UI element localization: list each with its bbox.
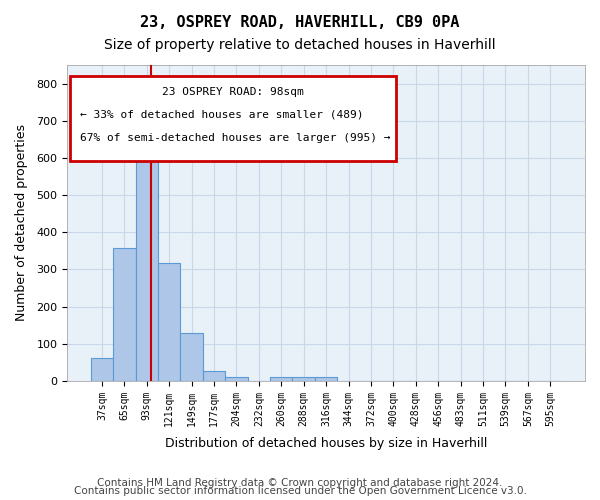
Text: 67% of semi-detached houses are larger (995) →: 67% of semi-detached houses are larger (… [80, 133, 391, 143]
Bar [181, 334, 203, 381]
Bar [91, 358, 113, 381]
Text: Contains HM Land Registry data © Crown copyright and database right 2024.: Contains HM Land Registry data © Crown c… [97, 478, 503, 488]
Text: 23, OSPREY ROAD, HAVERHILL, CB9 0PA: 23, OSPREY ROAD, HAVERHILL, CB9 0PA [140, 15, 460, 30]
Text: Contains public sector information licensed under the Open Government Licence v3: Contains public sector information licen… [74, 486, 526, 496]
Text: Size of property relative to detached houses in Haverhill: Size of property relative to detached ho… [104, 38, 496, 52]
Y-axis label: Number of detached properties: Number of detached properties [15, 124, 28, 322]
Bar [113, 248, 136, 381]
Bar [270, 377, 292, 381]
Bar [136, 159, 158, 381]
Bar [225, 377, 248, 381]
Bar [292, 377, 315, 381]
X-axis label: Distribution of detached houses by size in Haverhill: Distribution of detached houses by size … [165, 437, 487, 450]
Bar [158, 262, 181, 381]
Bar [315, 377, 337, 381]
Bar [203, 370, 225, 381]
Text: 23 OSPREY ROAD: 98sqm: 23 OSPREY ROAD: 98sqm [162, 87, 304, 97]
FancyBboxPatch shape [70, 76, 396, 162]
Text: ← 33% of detached houses are smaller (489): ← 33% of detached houses are smaller (48… [80, 109, 364, 119]
